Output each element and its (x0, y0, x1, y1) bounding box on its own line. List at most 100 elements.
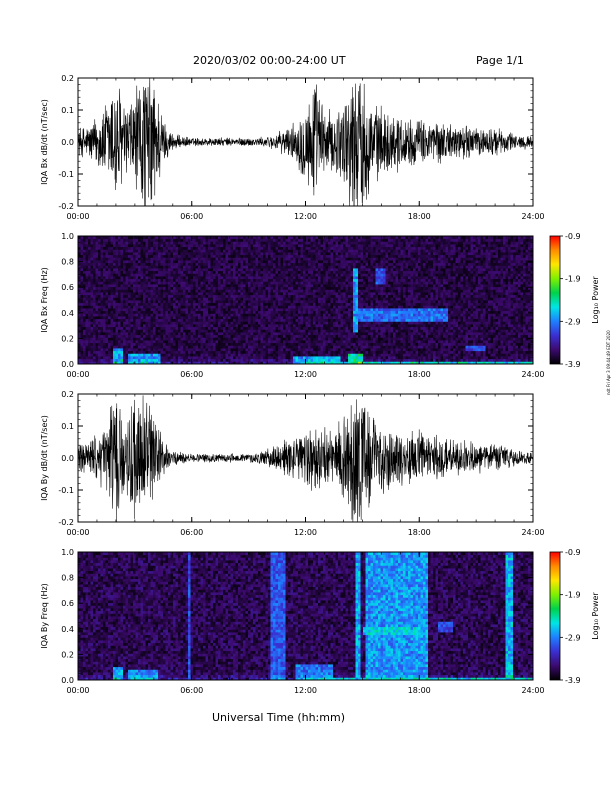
heatmap-cell (173, 324, 176, 328)
heatmap-cell (435, 334, 439, 338)
heatmap-cell (148, 350, 151, 354)
heatmap-cell (108, 361, 111, 365)
heatmap-cell (278, 313, 281, 317)
heatmap-cell (220, 361, 224, 365)
heatmap-cell (395, 358, 399, 362)
heatmap-cell (360, 334, 364, 338)
heatmap-cell (165, 353, 169, 357)
heatmap-cell (245, 337, 249, 341)
heatmap-cell (233, 345, 236, 349)
heatmap-cell (398, 297, 401, 301)
heatmap-cell (185, 302, 189, 306)
heatmap-cell (205, 300, 209, 304)
heatmap-cell (258, 334, 261, 338)
heatmap-cell (435, 342, 439, 346)
heatmap-cell (450, 318, 454, 322)
heatmap-cell (118, 297, 121, 301)
heatmap-cell (125, 334, 129, 338)
heatmap-cell (183, 353, 186, 357)
heatmap-cell (318, 337, 321, 341)
heatmap-cell (243, 340, 246, 344)
heatmap-cell (150, 318, 154, 322)
heatmap-cell (408, 342, 411, 346)
heatmap-cell (123, 358, 126, 362)
heatmap-cell (208, 310, 211, 314)
heatmap-cell (268, 342, 271, 346)
heatmap-cell (270, 329, 274, 333)
heatmap-cell (358, 308, 361, 312)
heatmap-cell (500, 356, 504, 360)
heatmap-cell (430, 340, 434, 344)
heatmap-cell (175, 345, 179, 349)
heatmap-cell (455, 334, 459, 338)
heatmap-cell (135, 337, 139, 341)
heatmap-cell (350, 310, 354, 314)
heatmap-cell (205, 337, 209, 341)
heatmap-cell (245, 353, 249, 357)
heatmap-cell (353, 356, 356, 360)
heatmap-cell (480, 337, 484, 341)
heatmap-cell (500, 358, 504, 362)
heatmap-cell (128, 297, 131, 301)
heatmap-cell (260, 300, 264, 304)
heatmap-cell (478, 302, 481, 306)
heatmap-cell (108, 337, 111, 341)
heatmap-cell (98, 297, 101, 301)
heatmap-cell (195, 310, 199, 314)
heatmap-cell (388, 334, 391, 338)
heatmap-cell (318, 332, 321, 336)
heatmap-cell (400, 302, 404, 306)
heatmap-cell (165, 305, 169, 309)
heatmap-cell (495, 297, 499, 301)
heatmap-cell (133, 345, 136, 349)
heatmap-cell (143, 310, 146, 314)
heatmap-cell (285, 305, 289, 309)
heatmap-cell (355, 326, 359, 330)
heatmap-cell (185, 356, 189, 360)
heatmap-cell (530, 350, 534, 354)
heatmap-cell (325, 348, 329, 352)
heatmap-cell (515, 334, 519, 338)
heatmap-cell (273, 329, 276, 333)
heatmap-cell (458, 316, 461, 320)
heatmap-cell (410, 337, 414, 341)
heatmap-cell (495, 321, 499, 325)
heatmap-cell (413, 313, 416, 317)
heatmap-cell (425, 332, 429, 336)
heatmap-cell (320, 326, 324, 330)
heatmap-cell (408, 334, 411, 338)
heatmap-cell (435, 337, 439, 341)
heatmap-cell (488, 302, 491, 306)
heatmap-cell (290, 353, 294, 357)
heatmap-cell (115, 324, 119, 328)
heatmap-cell (215, 292, 219, 296)
heatmap-cell (508, 332, 511, 336)
heatmap-cell (330, 353, 334, 357)
heatmap-cell (265, 310, 269, 314)
heatmap-cell (365, 305, 369, 309)
heatmap-cell (275, 302, 279, 306)
heatmap-cell (443, 332, 446, 336)
heatmap-cell (133, 340, 136, 344)
heatmap-cell (505, 318, 509, 322)
heatmap-cell (408, 316, 411, 320)
heatmap-cell (333, 308, 336, 312)
heatmap-cell (108, 342, 111, 346)
heatmap-cell (420, 302, 424, 306)
x-tick-label: 12:00 (294, 212, 317, 221)
heatmap-cell (473, 342, 476, 346)
heatmap-cell (143, 316, 146, 320)
heatmap-cell (135, 302, 139, 306)
heatmap-cell (128, 361, 131, 365)
heatmap-cell (258, 321, 261, 325)
heatmap-cell (130, 342, 134, 346)
heatmap-cell (485, 316, 489, 320)
heatmap-cell (293, 358, 296, 362)
heatmap-cell (363, 340, 366, 344)
heatmap-cell (318, 326, 321, 330)
heatmap-cell (185, 342, 189, 346)
heatmap-cell (210, 332, 214, 336)
heatmap-cell (523, 305, 526, 309)
heatmap-cell (343, 334, 346, 338)
heatmap-cell (270, 332, 274, 336)
